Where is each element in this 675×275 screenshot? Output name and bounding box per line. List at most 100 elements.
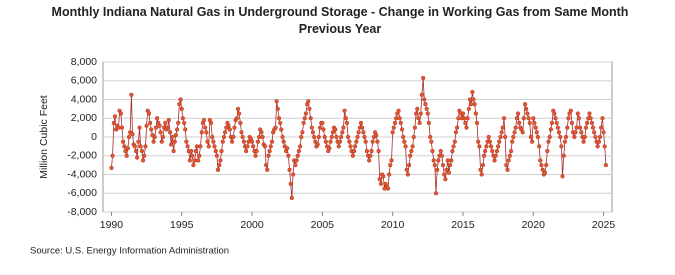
- data-point: [320, 120, 325, 126]
- data-point: [453, 130, 459, 135]
- data-point: [179, 106, 184, 111]
- data-point: [494, 148, 500, 154]
- data-point: [205, 139, 210, 144]
- x-tick-label: 1990: [100, 219, 124, 231]
- data-point: [389, 158, 394, 163]
- data-point: [245, 144, 250, 149]
- data-point: [315, 142, 320, 147]
- data-point: [192, 158, 197, 163]
- data-point: [166, 118, 171, 123]
- data-point: [265, 167, 270, 172]
- data-point: [163, 120, 168, 126]
- data-point: [313, 139, 318, 144]
- data-point: [266, 153, 271, 158]
- data-point: [259, 130, 264, 135]
- data-point: [210, 134, 215, 140]
- data-point: [375, 139, 380, 144]
- data-point: [160, 134, 166, 140]
- data-point: [520, 130, 525, 135]
- data-point: [170, 134, 175, 140]
- data-point: [431, 158, 436, 163]
- data-point: [229, 139, 235, 144]
- y-tick-label: 4,000: [71, 93, 97, 105]
- data-point: [504, 163, 509, 168]
- data-point: [344, 120, 350, 126]
- source-note: Source: U.S. Energy Information Administ…: [30, 246, 229, 257]
- data-point: [470, 89, 475, 95]
- data-point: [197, 153, 202, 158]
- data-point: [515, 111, 521, 116]
- data-point: [167, 130, 173, 135]
- data-point: [133, 148, 139, 154]
- data-point: [483, 148, 488, 154]
- data-point: [244, 148, 249, 154]
- data-point: [286, 153, 291, 158]
- data-point: [153, 125, 159, 130]
- data-point: [201, 118, 207, 123]
- data-point: [576, 116, 582, 121]
- data-point: [193, 148, 198, 154]
- data-point: [545, 148, 550, 154]
- data-point: [530, 139, 535, 144]
- data-point: [456, 116, 461, 121]
- data-point: [211, 139, 216, 144]
- data-point: [275, 106, 280, 111]
- data-point: [579, 130, 584, 135]
- data-point: [556, 130, 562, 135]
- data-point: [276, 116, 282, 121]
- data-point: [481, 153, 487, 158]
- data-point: [129, 92, 134, 97]
- x-tick-label: 2025: [592, 219, 616, 231]
- data-point: [222, 130, 228, 135]
- data-point: [123, 148, 128, 154]
- data-point: [490, 148, 495, 154]
- data-point: [398, 120, 403, 126]
- data-point: [421, 75, 426, 81]
- data-point: [412, 125, 417, 130]
- data-point: [260, 134, 265, 140]
- data-point: [601, 130, 606, 135]
- data-point: [561, 153, 566, 158]
- data-point: [144, 123, 149, 128]
- data-point: [526, 116, 531, 121]
- data-point: [418, 111, 423, 116]
- data-point: [404, 167, 409, 172]
- data-point: [321, 127, 326, 132]
- data-point: [350, 153, 355, 158]
- data-point: [364, 148, 370, 154]
- data-point: [196, 158, 201, 163]
- data-point: [285, 146, 290, 151]
- data-point: [347, 139, 352, 144]
- data-point: [521, 116, 526, 121]
- data-point: [232, 125, 237, 130]
- data-point: [592, 130, 597, 135]
- data-point: [499, 130, 504, 135]
- data-point: [587, 111, 592, 116]
- y-axis-label: Million Cubic Feet: [38, 95, 50, 179]
- data-point: [454, 125, 460, 130]
- data-point: [132, 144, 138, 149]
- data-point: [560, 174, 565, 179]
- data-point: [440, 163, 446, 168]
- data-point: [492, 158, 497, 163]
- data-point: [308, 116, 313, 121]
- data-point: [158, 130, 163, 135]
- data-point: [121, 139, 126, 144]
- data-point: [471, 97, 476, 102]
- data-point: [279, 127, 284, 132]
- data-point: [165, 125, 170, 130]
- data-point: [226, 123, 231, 128]
- data-point: [187, 158, 192, 163]
- data-point: [323, 139, 328, 144]
- data-point: [469, 102, 474, 107]
- data-point: [278, 120, 283, 126]
- data-point: [358, 120, 364, 126]
- data-point: [566, 116, 571, 121]
- data-point: [460, 111, 466, 116]
- data-point: [438, 148, 443, 154]
- data-point: [577, 125, 583, 130]
- data-point: [213, 148, 218, 154]
- data-point: [429, 139, 434, 144]
- data-point: [191, 163, 196, 168]
